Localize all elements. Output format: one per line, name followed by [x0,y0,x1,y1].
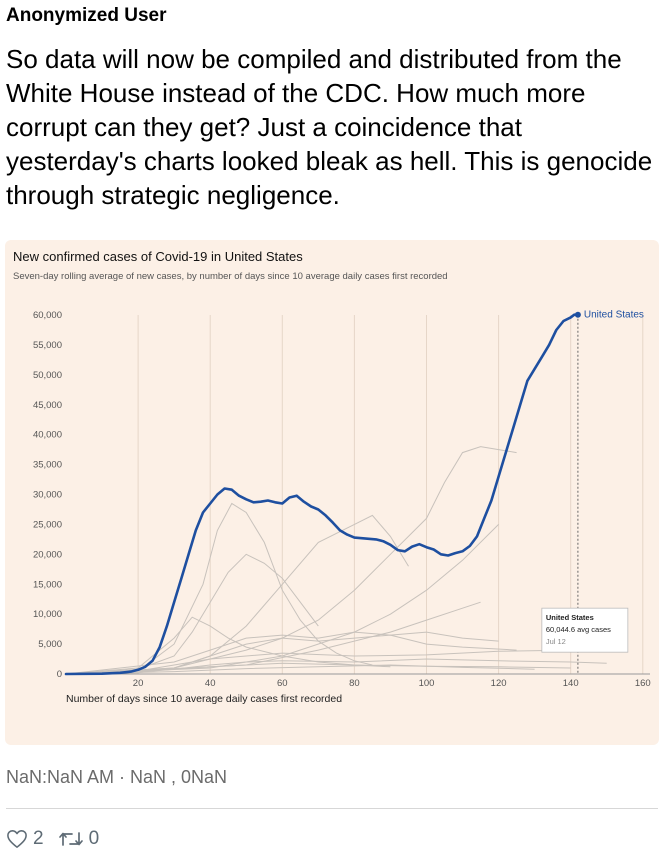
y-tick-label: 0 [57,669,62,680]
y-tick-label: 35,000 [33,460,62,471]
tooltip-value: 60,044.6 avg cases [546,625,611,634]
y-axis-labels: 0 5,000 10,000 15,000 20,000 25,000 30,000 35,0… [33,310,62,680]
tweet-actions: 2 0 [6,826,113,852]
retweet-icon [58,832,83,846]
tweet-author-name[interactable]: Anonymized User [6,5,167,26]
tweet-timestamp[interactable]: NaN:NaN AM · NaN , 0NaN [6,767,228,787]
y-tick-label: 50,000 [33,370,62,381]
chart-card[interactable] [5,240,659,745]
comparison-series-line [65,502,373,675]
y-tick-label: 15,000 [33,579,62,590]
y-tick-label: 30,000 [33,490,62,501]
y-tick-label: 25,000 [33,519,62,530]
x-tick-label: 80 [349,678,360,689]
x-tick-label: 140 [563,678,579,689]
tooltip-date: Jul 12 [546,637,566,646]
comparison-series-line [65,616,391,675]
x-tick-label: 160 [635,678,651,689]
heart-icon [7,830,27,848]
series-endpoint-united-states [574,311,581,318]
x-axis-labels: 20 40 60 80 100 120 140 160 [133,678,651,689]
like-count: 2 [33,828,44,849]
comparison-series-line [65,553,319,675]
like-button[interactable]: 2 [6,828,44,850]
y-tick-label: 5,000 [38,639,62,650]
comparison-series-line [65,649,571,675]
comparison-series-line [65,634,517,675]
x-tick-label: 100 [419,678,435,689]
comparison-series-line [65,631,499,675]
y-tick-label: 45,000 [33,400,62,411]
chart-grid [137,315,644,674]
comparison-series-line [65,446,517,675]
retweet-button[interactable]: 0 [58,828,100,850]
retweet-count: 0 [88,828,100,849]
chart-x-axis-label: Number of days since 10 average daily ca… [66,693,343,705]
hover-tooltip: United States 60,044.6 avg cases Jul 12 [541,607,629,653]
x-tick-label: 120 [491,678,507,689]
divider [6,808,658,809]
chart-title: New confirmed cases of Covid-19 in Unite… [13,249,303,264]
series-line-united-states [64,313,580,676]
x-tick-label: 20 [133,678,144,689]
comparison-series-line [65,514,409,675]
y-tick-label: 60,000 [33,310,62,321]
comparison-series-line [65,662,571,675]
x-tick-label: 60 [277,678,288,689]
y-tick-label: 55,000 [33,340,62,351]
y-tick-label: 20,000 [33,549,62,560]
tweet-text: So data will now be compiled and distrib… [6,44,653,210]
series-label-united-states: United States [584,310,644,321]
tooltip-series-name: United States [546,613,594,622]
tooltip-box [541,607,629,653]
x-tick-label: 40 [205,678,216,689]
y-tick-label: 40,000 [33,430,62,441]
y-tick-label: 10,000 [33,609,62,620]
chart-subtitle: Seven-day rolling average of new cases, … [13,271,448,282]
comparison-series-line [65,664,535,675]
comparison-series-lines [65,446,607,675]
